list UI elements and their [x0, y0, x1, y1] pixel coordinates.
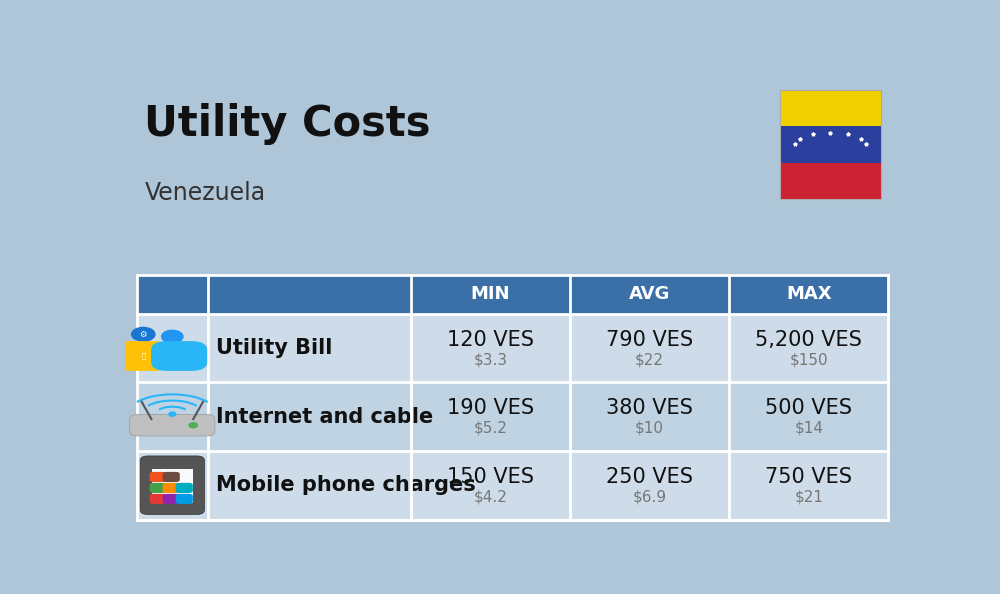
Text: 790 VES: 790 VES	[606, 330, 693, 350]
FancyBboxPatch shape	[114, 341, 170, 371]
FancyBboxPatch shape	[163, 483, 180, 493]
Text: 750 VES: 750 VES	[765, 467, 852, 487]
FancyBboxPatch shape	[176, 494, 193, 504]
Circle shape	[162, 330, 183, 343]
FancyBboxPatch shape	[780, 126, 881, 163]
Text: 120 VES: 120 VES	[447, 330, 534, 350]
Text: MAX: MAX	[786, 285, 832, 304]
FancyBboxPatch shape	[151, 341, 207, 371]
Text: $21: $21	[794, 489, 823, 504]
FancyBboxPatch shape	[140, 456, 204, 514]
Text: Utility Costs: Utility Costs	[144, 103, 431, 146]
FancyBboxPatch shape	[176, 483, 193, 493]
Circle shape	[169, 412, 176, 416]
FancyBboxPatch shape	[780, 90, 881, 126]
Text: Venezuela: Venezuela	[144, 181, 266, 205]
Circle shape	[189, 423, 197, 428]
Circle shape	[132, 327, 155, 341]
FancyBboxPatch shape	[163, 472, 180, 482]
Text: 150 VES: 150 VES	[447, 467, 534, 487]
FancyBboxPatch shape	[152, 469, 193, 503]
FancyBboxPatch shape	[163, 494, 180, 504]
Text: 500 VES: 500 VES	[765, 399, 852, 418]
Text: $14: $14	[794, 421, 823, 436]
Text: $150: $150	[790, 352, 828, 367]
Text: 5,200 VES: 5,200 VES	[755, 330, 862, 350]
FancyBboxPatch shape	[137, 314, 888, 383]
Text: $6.9: $6.9	[633, 489, 667, 504]
Text: $5.2: $5.2	[474, 421, 508, 436]
Text: Mobile phone charges: Mobile phone charges	[216, 475, 476, 495]
Text: Utility Bill: Utility Bill	[216, 338, 332, 358]
Text: $22: $22	[635, 352, 664, 367]
Text: 🔌: 🔌	[141, 353, 145, 359]
FancyBboxPatch shape	[130, 415, 215, 436]
Text: $4.2: $4.2	[474, 489, 508, 504]
Text: ⚙: ⚙	[140, 330, 147, 339]
FancyBboxPatch shape	[150, 494, 167, 504]
Text: Internet and cable: Internet and cable	[216, 407, 433, 426]
Text: 250 VES: 250 VES	[606, 467, 693, 487]
FancyBboxPatch shape	[137, 383, 888, 451]
Text: AVG: AVG	[629, 285, 670, 304]
Text: 380 VES: 380 VES	[606, 399, 693, 418]
FancyBboxPatch shape	[137, 275, 888, 314]
Text: 190 VES: 190 VES	[447, 399, 534, 418]
FancyBboxPatch shape	[780, 163, 881, 200]
FancyBboxPatch shape	[150, 483, 167, 493]
Text: $10: $10	[635, 421, 664, 436]
FancyBboxPatch shape	[150, 472, 167, 482]
Text: $3.3: $3.3	[474, 352, 508, 367]
Text: MIN: MIN	[471, 285, 510, 304]
FancyBboxPatch shape	[137, 451, 888, 520]
